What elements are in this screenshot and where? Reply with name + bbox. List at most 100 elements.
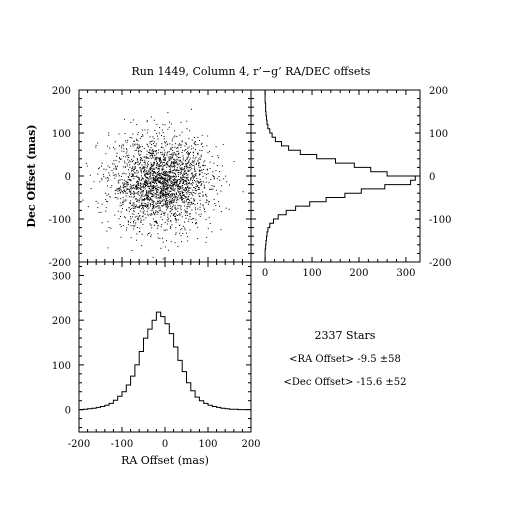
scatter-point <box>172 179 174 181</box>
scatter-point <box>128 196 130 198</box>
scatter-point <box>151 165 152 167</box>
scatter-point <box>183 195 185 197</box>
scatter-point <box>90 188 92 190</box>
scatter-point <box>186 208 188 210</box>
scatter-point <box>194 160 196 162</box>
scatter-point <box>130 194 131 195</box>
scatter-point <box>133 210 135 212</box>
scatter-point <box>169 215 171 217</box>
scatter-point <box>130 218 132 220</box>
scatter-point <box>114 177 116 179</box>
scatter-point <box>191 193 193 195</box>
scatter-point <box>144 213 146 215</box>
scatter-point <box>186 184 188 186</box>
scatter-point <box>124 186 126 188</box>
scatter-point <box>160 197 162 199</box>
scatter-point <box>131 208 133 210</box>
scatter-point <box>168 201 170 203</box>
scatter-point <box>202 164 204 166</box>
scatter-point <box>183 200 185 202</box>
scatter-point <box>140 170 142 172</box>
scatter-point <box>118 175 120 177</box>
scatter-point <box>179 180 181 182</box>
scatter-point <box>148 196 149 197</box>
scatter-point <box>141 216 143 218</box>
scatter-point <box>118 173 119 175</box>
scatter-point <box>180 144 182 146</box>
scatter-point <box>165 192 166 193</box>
scatter-point <box>154 214 156 216</box>
scatter-point <box>164 182 166 184</box>
scatter-point <box>189 229 191 231</box>
scatter-point <box>154 161 155 163</box>
scatter-point <box>159 188 161 189</box>
scatter-point <box>164 203 166 205</box>
scatter-point <box>180 207 182 209</box>
scatter-point <box>130 208 131 210</box>
scatter-point <box>123 189 125 191</box>
scatter-point <box>122 197 124 199</box>
scatter-point <box>202 191 204 193</box>
scatter-point <box>184 197 186 199</box>
scatter-point <box>144 197 145 199</box>
scatter-point <box>144 199 145 201</box>
scatter-point <box>151 214 153 216</box>
scatter-point <box>167 207 169 209</box>
scatter-point <box>129 189 130 191</box>
scatter-point <box>168 165 170 167</box>
scatter-point <box>150 177 152 179</box>
scatter-point <box>186 206 188 208</box>
scatter-point <box>169 121 171 123</box>
scatter-point <box>185 180 187 182</box>
scatter-point <box>182 176 184 178</box>
scatter-point <box>140 187 142 189</box>
scatter-point <box>148 173 150 175</box>
scatter-point <box>133 178 135 180</box>
scatter-point <box>127 159 129 161</box>
scatter-point <box>171 176 173 178</box>
scatter-point <box>199 169 201 171</box>
scatter-point <box>162 177 164 179</box>
scatter-point <box>153 202 154 204</box>
scatter-point <box>146 197 148 199</box>
scatter-point <box>110 187 112 189</box>
scatter-point <box>207 227 209 229</box>
scatter-point <box>144 166 146 168</box>
scatter-point <box>187 202 189 204</box>
scatter-point <box>141 183 143 185</box>
scatter-point <box>137 219 139 221</box>
scatter-point <box>150 236 152 238</box>
scatter-point <box>164 190 166 192</box>
scatter-point <box>156 222 158 224</box>
scatter-point <box>138 163 140 165</box>
scatter-point <box>152 140 154 142</box>
scatter-point <box>149 213 151 215</box>
scatter-point <box>140 191 142 193</box>
scatter-point <box>139 179 141 181</box>
scatter-point <box>154 181 156 183</box>
scatter-point <box>146 193 148 195</box>
scatter-point <box>161 211 163 213</box>
scatter-point <box>139 150 141 152</box>
scatter-point <box>140 154 142 156</box>
scatter-point <box>184 142 186 144</box>
scatter-point <box>132 155 134 157</box>
scatter-point <box>144 159 146 161</box>
scatter-point <box>197 227 199 229</box>
scatter-point <box>130 191 131 193</box>
scatter-point <box>125 152 127 154</box>
scatter-point <box>152 218 154 220</box>
scatter-point <box>185 163 187 165</box>
scatter-point <box>142 166 144 168</box>
y-tick-label: 0 <box>429 172 435 183</box>
scatter-point <box>160 183 162 184</box>
scatter-point <box>123 151 125 153</box>
scatter-point <box>179 185 181 187</box>
scatter-point <box>164 124 166 126</box>
scatter-point <box>109 166 111 168</box>
scatter-point <box>207 173 209 175</box>
scatter-point <box>159 159 161 161</box>
scatter-point <box>143 171 145 173</box>
scatter-point <box>187 203 189 205</box>
scatter-point <box>165 175 167 176</box>
